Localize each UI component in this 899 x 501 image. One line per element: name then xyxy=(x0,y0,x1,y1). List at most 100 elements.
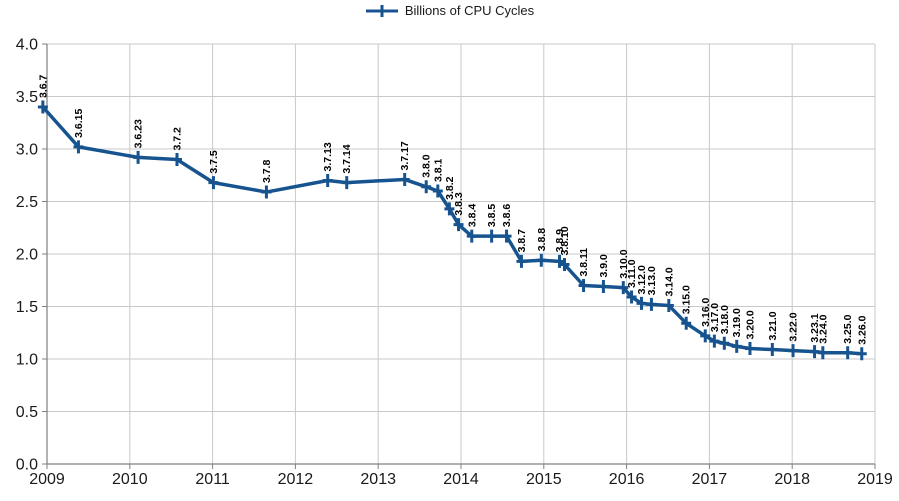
data-point-label: 3.8.3 xyxy=(453,192,465,216)
x-axis-tick-label: 2013 xyxy=(360,471,396,488)
data-point-label: 3.11.0 xyxy=(626,259,638,288)
data-point-label: 3.18.0 xyxy=(719,305,731,334)
x-axis-tick-label: 2019 xyxy=(857,471,893,488)
data-point-label: 3.26.0 xyxy=(856,315,868,344)
data-point-marker xyxy=(322,174,333,187)
data-point-marker xyxy=(744,342,755,355)
data-point-label: 3.8.6 xyxy=(501,204,513,228)
data-point-label: 3.8.9 xyxy=(554,229,566,253)
data-point-marker xyxy=(501,229,512,243)
data-point-label: 3.24.0 xyxy=(817,314,829,343)
data-point-marker xyxy=(856,347,867,361)
data-point-marker xyxy=(37,100,48,114)
y-axis-tick-label: 2.0 xyxy=(16,247,38,264)
y-axis-tick-label: 1.0 xyxy=(16,352,38,369)
data-point-label: 3.13.0 xyxy=(646,266,658,295)
data-point-marker xyxy=(453,218,464,232)
data-point-marker xyxy=(681,316,692,330)
data-point-label: 3.8.0 xyxy=(421,154,433,178)
data-point-marker xyxy=(73,140,84,154)
data-point-label: 3.6.23 xyxy=(133,119,145,148)
data-point-marker xyxy=(663,298,674,312)
x-axis-tick-label: 2018 xyxy=(774,471,810,488)
data-point-marker xyxy=(578,279,589,292)
data-point-marker xyxy=(208,176,219,190)
data-point-marker xyxy=(421,180,432,194)
x-axis-tick-label: 2009 xyxy=(29,471,65,488)
data-point-label: 3.15.0 xyxy=(681,285,693,314)
data-point-marker xyxy=(516,254,527,268)
data-point-marker xyxy=(636,296,647,310)
data-point-marker xyxy=(842,346,853,360)
y-axis-tick-label: 2.5 xyxy=(16,194,38,211)
data-point-marker xyxy=(719,336,730,350)
data-point-marker xyxy=(399,172,410,186)
x-axis-tick-label: 2016 xyxy=(609,471,645,488)
data-point-label: 3.6.15 xyxy=(73,109,85,138)
data-point-label: 3.16.0 xyxy=(700,298,712,327)
data-point-label: 3.7.17 xyxy=(399,141,411,170)
data-point-label: 3.8.8 xyxy=(536,228,548,252)
data-point-marker xyxy=(466,229,477,243)
data-point-marker xyxy=(788,344,799,358)
data-point-label: 3.7.13 xyxy=(322,142,334,171)
data-point-label: 3.9.0 xyxy=(598,254,610,278)
data-point-label: 3.20.0 xyxy=(744,310,756,339)
legend-line-marker-icon xyxy=(365,5,398,17)
data-point-marker xyxy=(618,281,629,295)
data-point-marker xyxy=(536,253,547,267)
data-point-marker xyxy=(341,176,352,190)
x-axis-tick-label: 2014 xyxy=(443,471,479,488)
data-point-marker xyxy=(171,153,182,166)
data-point-marker xyxy=(444,202,455,216)
data-point-label: 3.7.2 xyxy=(171,127,183,151)
data-point-label: 3.22.0 xyxy=(788,312,800,341)
data-point-marker xyxy=(646,297,657,311)
data-point-label: 3.8.5 xyxy=(486,204,498,228)
data-point-marker xyxy=(709,334,720,348)
data-point-label: 3.25.0 xyxy=(842,314,854,343)
data-point-marker xyxy=(731,339,742,353)
data-point-label: 3.8.2 xyxy=(444,176,456,200)
data-point-label: 3.21.0 xyxy=(767,311,779,340)
data-point-marker xyxy=(133,150,144,164)
x-axis-tick-label: 2017 xyxy=(692,471,728,488)
data-point-label: 3.8.4 xyxy=(466,204,478,228)
x-axis-tick-label: 2015 xyxy=(526,471,562,488)
data-point-label: 3.8.7 xyxy=(516,229,528,253)
data-point-label: 3.7.5 xyxy=(208,150,220,174)
data-point-label: 3.8.11 xyxy=(578,248,590,277)
data-point-marker xyxy=(817,346,828,360)
x-axis-tick-label: 2011 xyxy=(195,471,230,488)
data-point-label: 3.14.0 xyxy=(663,267,675,296)
y-axis-tick-label: 0.0 xyxy=(16,457,38,474)
data-point-label: 3.23.1 xyxy=(809,313,821,342)
data-point-marker xyxy=(700,329,711,343)
data-point-label: 3.19.0 xyxy=(731,308,743,337)
data-point-label: 3.7.14 xyxy=(341,144,353,173)
data-point-label: 3.8.1 xyxy=(432,158,444,182)
data-point-marker xyxy=(767,343,778,357)
y-axis-tick-label: 3.0 xyxy=(16,142,38,159)
data-point-label: 3.8.10 xyxy=(559,226,571,255)
data-point-label: 3.17.0 xyxy=(709,303,721,332)
y-axis-tick-label: 1.5 xyxy=(16,299,38,316)
data-point-marker xyxy=(432,184,443,198)
data-point-marker xyxy=(626,290,637,304)
data-point-marker xyxy=(486,229,497,243)
x-axis-tick-label: 2012 xyxy=(278,471,314,488)
data-point-marker xyxy=(261,185,272,199)
chart-legend: Billions of CPU Cycles xyxy=(0,2,899,20)
data-point-label: 3.7.8 xyxy=(261,160,273,184)
data-point-label: 3.12.0 xyxy=(636,265,648,294)
x-axis-tick-label: 2010 xyxy=(112,471,148,488)
y-axis-tick-label: 3.5 xyxy=(16,89,38,106)
data-point-marker xyxy=(598,280,609,294)
data-point-label: 3.6.7 xyxy=(37,74,49,98)
y-axis-tick-label: 4.0 xyxy=(16,37,38,54)
legend-entry-label: Billions of CPU Cycles xyxy=(404,3,535,18)
data-point-label: 3.10.0 xyxy=(618,249,630,278)
data-point-marker xyxy=(559,258,570,271)
